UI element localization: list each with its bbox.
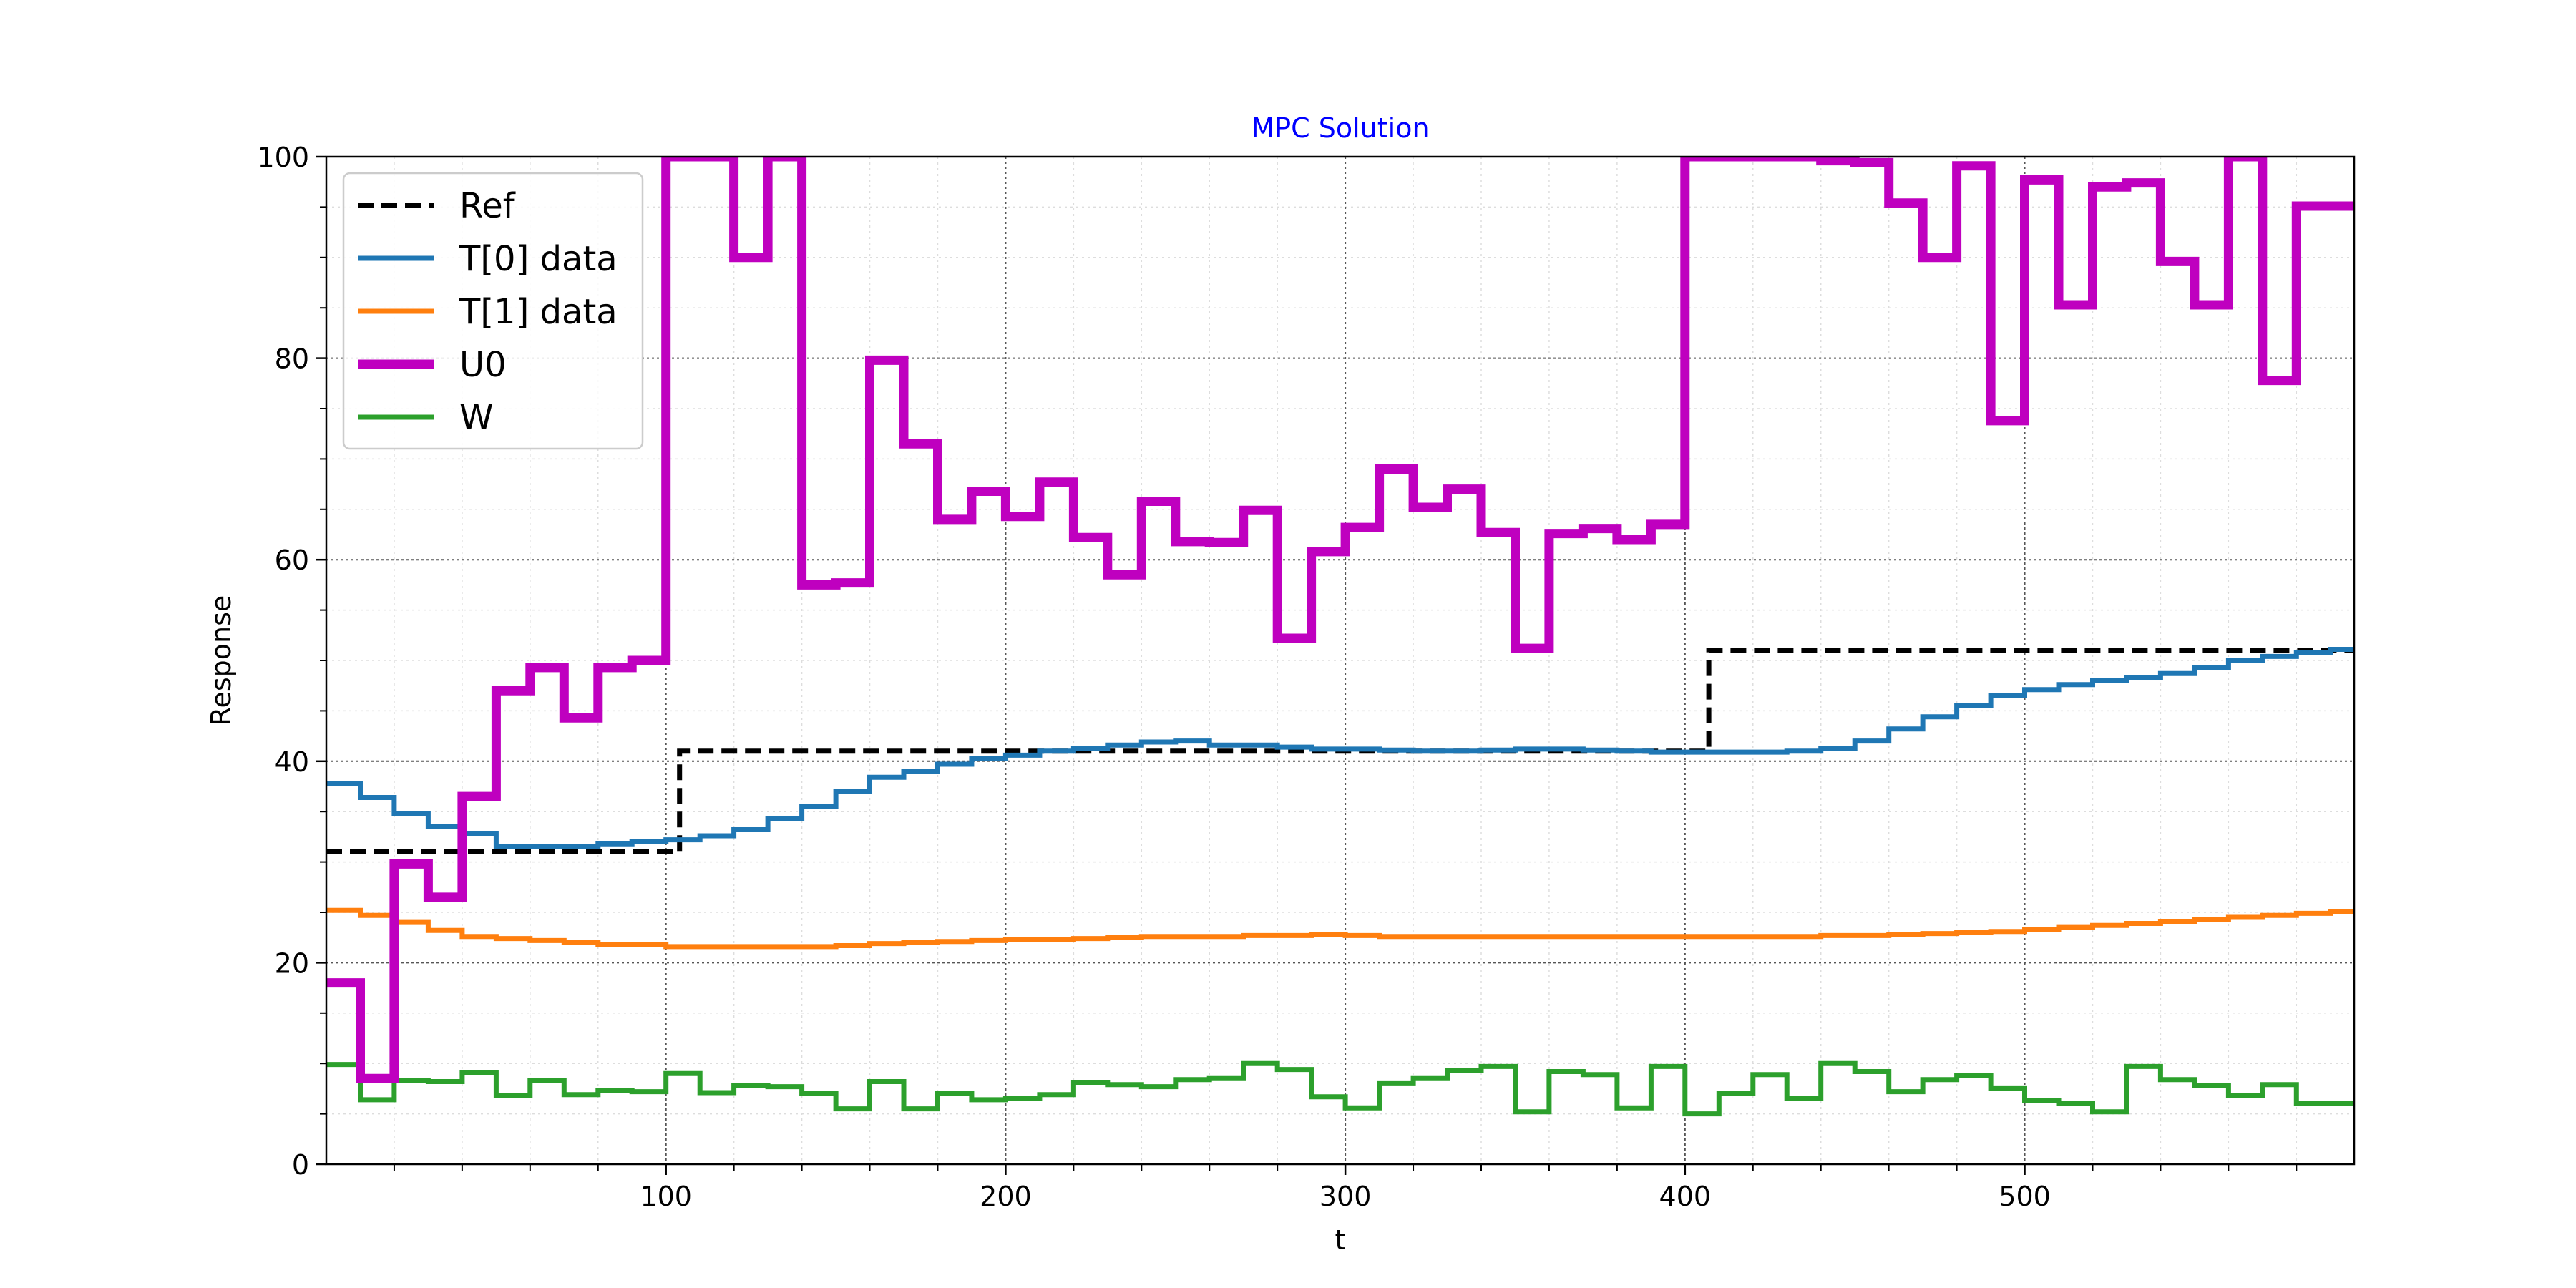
y-tick-label: 80 xyxy=(275,343,309,375)
y-tick-label: 60 xyxy=(275,545,309,576)
legend-label-ref: Ref xyxy=(459,186,516,226)
grid-layer xyxy=(326,157,2354,1164)
legend-box xyxy=(342,172,644,450)
x-tick-label: 100 xyxy=(640,1181,692,1212)
legend: Ref T[0] data T[1] data U0 W xyxy=(342,172,644,450)
x-tick-label: 300 xyxy=(1319,1181,1372,1212)
series-line-t-0-data xyxy=(326,647,2354,849)
legend-label-w: W xyxy=(459,398,493,438)
legend-label-t-1-data: T[1] data xyxy=(459,292,618,332)
x-tick-label: 200 xyxy=(980,1181,1032,1212)
series-layer xyxy=(326,157,2354,1117)
y-tick-label: 0 xyxy=(292,1149,309,1181)
legend-label-u0: U0 xyxy=(459,345,507,385)
series-line-u0 xyxy=(326,157,2354,1083)
series-line-w xyxy=(326,1060,2354,1117)
x-axis-label: t xyxy=(1335,1224,1346,1256)
series-line-t-1-data xyxy=(326,907,2354,950)
x-tick-label: 400 xyxy=(1659,1181,1712,1212)
tick-layer: 100 200 300 400 500 0 20 40 60 80 100 xyxy=(257,142,2298,1212)
legend-label-t-0-data: T[0] data xyxy=(459,239,618,279)
y-tick-label: 40 xyxy=(275,746,309,778)
y-axis-label: Response xyxy=(205,595,237,726)
y-tick-label: 100 xyxy=(257,142,309,173)
series-line-ref xyxy=(326,648,2354,854)
y-tick-label: 20 xyxy=(275,947,309,979)
x-tick-label: 500 xyxy=(1999,1181,2051,1212)
chart-title: MPC Solution xyxy=(1251,112,1429,144)
